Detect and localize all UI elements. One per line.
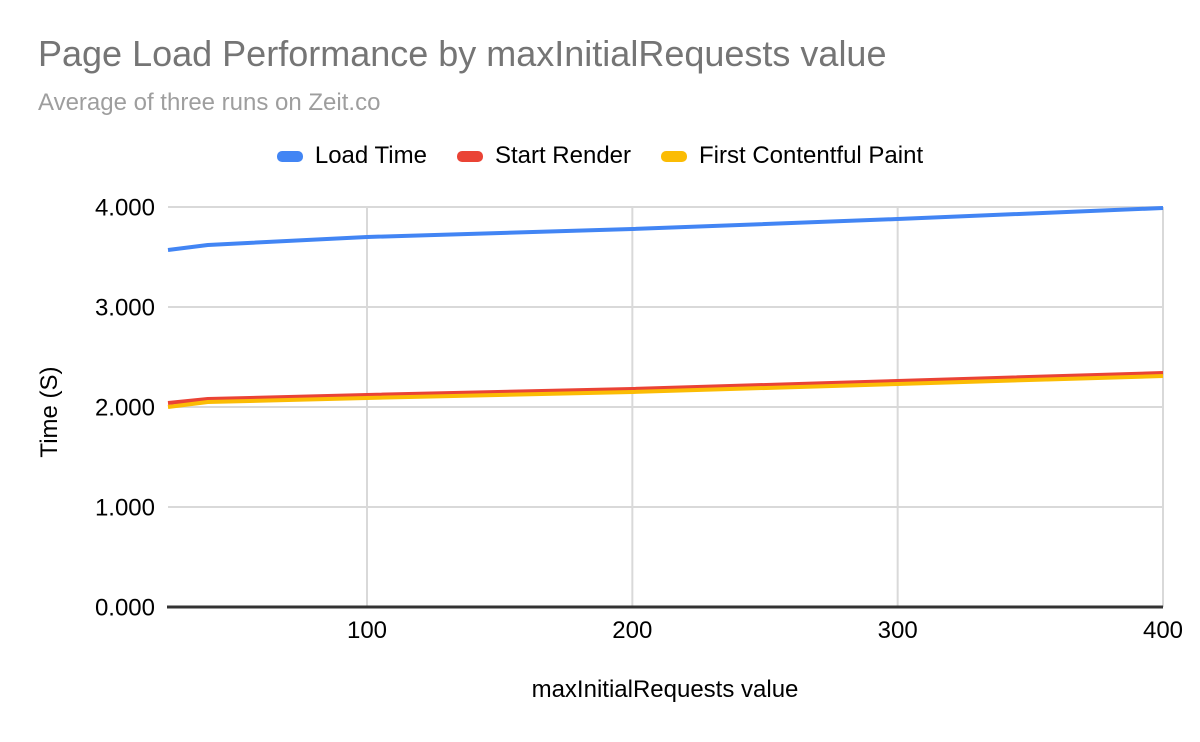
x-axis-title: maxInitialRequests value xyxy=(532,676,799,703)
legend-item-start-render: Start Render xyxy=(456,142,632,170)
legend-item-first-contentful-paint: First Contentful Paint xyxy=(661,142,923,170)
x-tick-label-100: 100 xyxy=(347,617,387,644)
y-tick-label-2.000: 2.000 xyxy=(95,395,155,422)
y-tick-label-1.000: 1.000 xyxy=(95,495,155,522)
legend: Load Time Start Render First Contentful Pa… xyxy=(0,142,1200,170)
y-tick-label-0.000: 0.000 xyxy=(95,595,155,622)
chart-title: Page Load Performance by maxInitialReque… xyxy=(38,33,887,74)
y-tick-label-3.000: 3.000 xyxy=(95,295,155,322)
y-axis-title: Time (S) xyxy=(36,366,63,457)
legend-label: Start Render xyxy=(494,142,632,169)
legend-swatch-icon xyxy=(276,150,303,162)
series-line-start-render xyxy=(167,371,1164,405)
legend-label: Load Time xyxy=(314,142,427,169)
legend-label: First Contentful Paint xyxy=(699,142,924,169)
x-tick-label-200: 200 xyxy=(612,617,652,644)
legend-swatch-icon xyxy=(456,150,483,162)
legend-swatch-icon xyxy=(661,150,688,162)
series-line-first-contentful-paint xyxy=(167,374,1164,409)
legend-item-load-time: Load Time xyxy=(276,142,427,170)
x-tick-label-400: 400 xyxy=(1143,617,1183,644)
x-tick-label-300: 300 xyxy=(878,617,918,644)
y-tick-label-4.000: 4.000 xyxy=(95,195,155,222)
chart-subtitle: Average of three runs on Zeit.co xyxy=(38,89,381,116)
series-line-load-time xyxy=(167,206,1164,252)
